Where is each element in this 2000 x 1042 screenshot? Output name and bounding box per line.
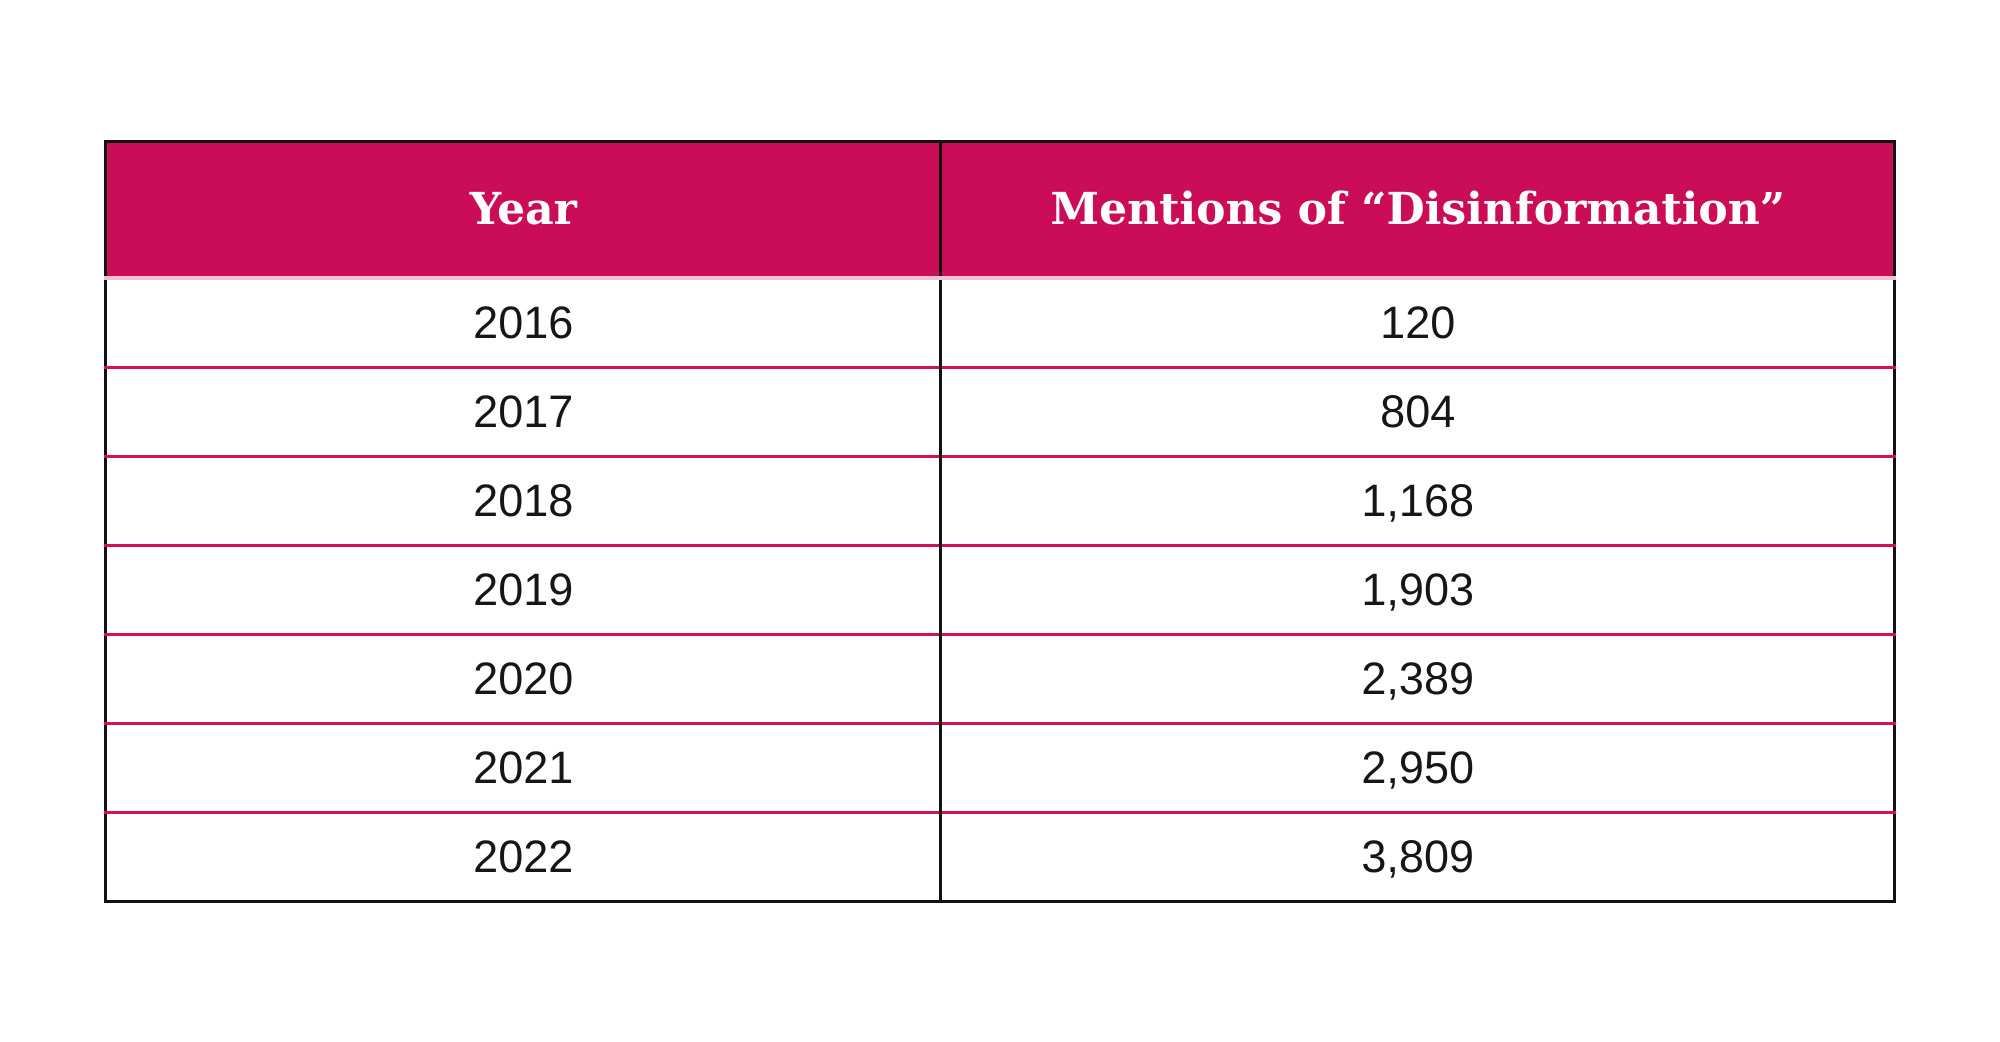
table-row: 2017 804: [105, 367, 1895, 457]
year-cell: 2016: [473, 297, 574, 348]
mentions-cell: 3,809: [939, 812, 1895, 902]
mentions-cell: 1,168: [939, 456, 1895, 546]
year-cell: 2021: [473, 742, 574, 793]
year-cell: 2018: [473, 475, 574, 526]
table-header-row: Year Mentions of “Disinformation”: [105, 141, 1895, 278]
mentions-cell: 804: [939, 367, 1895, 457]
year-cell: 2022: [473, 831, 574, 882]
table-row: 2019 1,903: [105, 545, 1895, 635]
table-row: 2020 2,389: [105, 634, 1895, 724]
year-cell: 2017: [473, 386, 574, 437]
mentions-cell: 1,903: [939, 545, 1895, 635]
table-row: 2016 120: [105, 278, 1895, 368]
table-row: 2018 1,168: [105, 456, 1895, 546]
column-header-mentions: Mentions of “Disinformation”: [939, 141, 1895, 278]
mentions-cell: 120: [939, 278, 1895, 368]
column-header-year: Year: [105, 141, 941, 278]
table-row: 2022 3,809: [105, 812, 1895, 902]
mentions-cell: 2,389: [939, 634, 1895, 724]
table-row: 2021 2,950: [105, 723, 1895, 813]
disinformation-mentions-table: Year Mentions of “Disinformation” 2016 1…: [104, 140, 1896, 903]
year-cell: 2019: [473, 564, 574, 615]
mentions-cell: 2,950: [939, 723, 1895, 813]
year-cell: 2020: [473, 653, 574, 704]
